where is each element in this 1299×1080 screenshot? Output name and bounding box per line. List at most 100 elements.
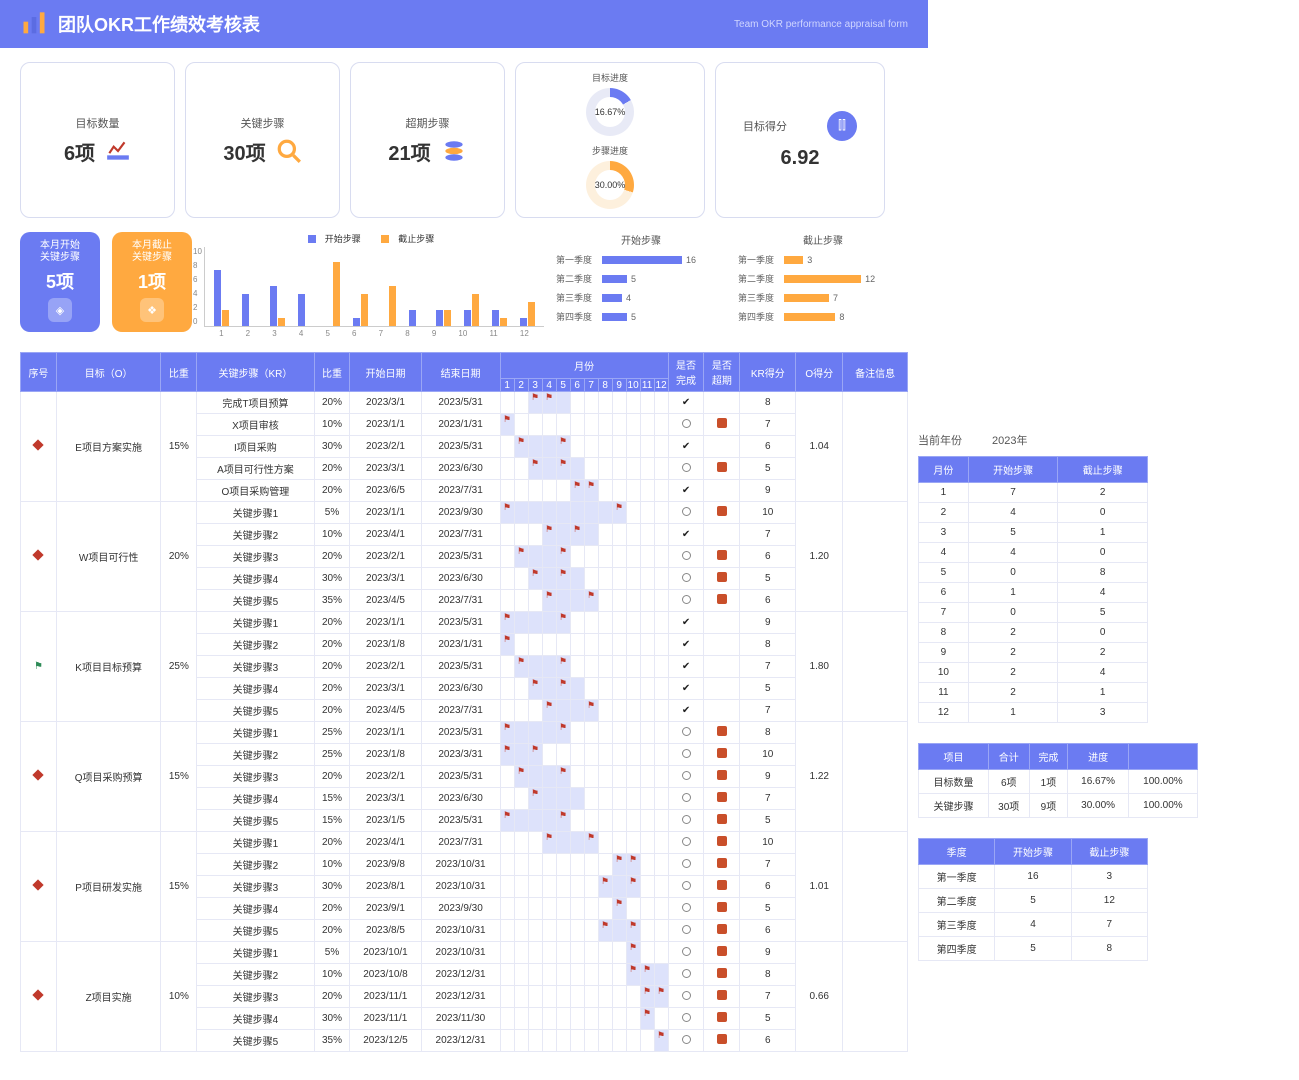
gantt-cell	[584, 854, 598, 876]
kr-name: 关键步骤2	[197, 744, 314, 766]
kr-weight: 30%	[314, 876, 350, 898]
kr-name: 关键步骤4	[197, 568, 314, 590]
donut-label: 步骤进度	[592, 144, 628, 157]
kr-done[interactable]	[668, 854, 704, 876]
kr-done[interactable]: ✔	[668, 700, 704, 722]
kr-done[interactable]	[668, 722, 704, 744]
gantt-cell: ⚑	[570, 524, 584, 546]
gantt-cell	[654, 634, 668, 656]
kr-done[interactable]	[668, 1008, 704, 1030]
kr-done[interactable]: ✔	[668, 392, 704, 414]
gantt-cell	[584, 986, 598, 1008]
kr-done[interactable]	[668, 986, 704, 1008]
gantt-cell	[654, 458, 668, 480]
kr-done[interactable]	[668, 810, 704, 832]
gantt-cell: ⚑	[612, 502, 626, 524]
gantt-cell	[570, 722, 584, 744]
gantt-cell: ⚑	[542, 524, 556, 546]
kr-done[interactable]	[668, 942, 704, 964]
obj-marker	[21, 502, 57, 612]
kr-score: 6	[740, 920, 796, 942]
gantt-cell: ⚑	[514, 546, 528, 568]
kr-done[interactable]	[668, 964, 704, 986]
gantt-cell	[640, 656, 654, 678]
kr-done[interactable]: ✔	[668, 656, 704, 678]
kr-weight: 15%	[314, 788, 350, 810]
kr-done[interactable]: ✔	[668, 524, 704, 546]
gantt-cell	[542, 656, 556, 678]
gantt-cell	[528, 524, 542, 546]
gantt-cell	[500, 898, 514, 920]
kr-done[interactable]	[668, 568, 704, 590]
kr-done[interactable]	[668, 414, 704, 436]
gantt-cell	[542, 854, 556, 876]
kr-done[interactable]: ✔	[668, 436, 704, 458]
gantt-cell	[528, 656, 542, 678]
kr-done[interactable]: ✔	[668, 612, 704, 634]
kr-done[interactable]: ✔	[668, 480, 704, 502]
kr-overdue	[704, 766, 740, 788]
gantt-cell	[612, 458, 626, 480]
kr-score: 9	[740, 766, 796, 788]
kr-overdue	[704, 898, 740, 920]
gantt-cell	[584, 502, 598, 524]
gantt-cell: ⚑	[514, 436, 528, 458]
gantt-cell	[542, 1008, 556, 1030]
kr-start: 2023/3/1	[350, 678, 421, 700]
gantt-cell	[584, 524, 598, 546]
kr-overdue	[704, 612, 740, 634]
kr-done[interactable]: ✔	[668, 634, 704, 656]
gantt-cell	[570, 788, 584, 810]
gantt-cell	[570, 964, 584, 986]
gantt-cell: ⚑	[542, 590, 556, 612]
kr-done[interactable]	[668, 546, 704, 568]
kr-end: 2023/12/31	[421, 1030, 500, 1052]
kr-start: 2023/11/1	[350, 1008, 421, 1030]
kr-score: 9	[740, 942, 796, 964]
mini-value: 1项	[138, 268, 166, 294]
obj-weight: 15%	[161, 392, 197, 502]
gantt-cell	[514, 744, 528, 766]
gantt-cell: ⚑	[570, 480, 584, 502]
kr-weight: 10%	[314, 414, 350, 436]
kr-done[interactable]	[668, 876, 704, 898]
th-kr: 关键步骤（KR）	[197, 353, 314, 392]
kr-done[interactable]	[668, 502, 704, 524]
kr-done[interactable]	[668, 788, 704, 810]
kr-done[interactable]	[668, 898, 704, 920]
gantt-cell	[584, 546, 598, 568]
kr-overdue	[704, 634, 740, 656]
kr-done[interactable]: ✔	[668, 678, 704, 700]
gantt-cell	[640, 942, 654, 964]
gantt-cell	[556, 964, 570, 986]
kr-done[interactable]	[668, 744, 704, 766]
gantt-cell	[514, 1008, 528, 1030]
kr-overdue	[704, 810, 740, 832]
kr-name: A项目可行性方案	[197, 458, 314, 480]
gantt-cell	[542, 436, 556, 458]
kr-weight: 35%	[314, 590, 350, 612]
gantt-cell	[500, 678, 514, 700]
kr-done[interactable]	[668, 832, 704, 854]
gantt-cell	[598, 832, 612, 854]
kr-done[interactable]	[668, 920, 704, 942]
gantt-cell: ⚑	[500, 810, 514, 832]
year-row: 当前年份 2023年	[918, 432, 1178, 448]
gantt-cell	[584, 722, 598, 744]
kr-done[interactable]	[668, 458, 704, 480]
gantt-cell	[654, 546, 668, 568]
kr-done[interactable]	[668, 1030, 704, 1052]
kr-done[interactable]	[668, 590, 704, 612]
gantt-cell	[612, 964, 626, 986]
kr-end: 2023/7/31	[421, 590, 500, 612]
th-notes: 备注信息	[843, 353, 908, 392]
gantt-cell	[612, 634, 626, 656]
gantt-cell	[542, 480, 556, 502]
kr-end: 2023/10/31	[421, 920, 500, 942]
kr-done[interactable]	[668, 766, 704, 788]
kr-overdue	[704, 964, 740, 986]
year-label: 当前年份	[918, 432, 962, 448]
legend-a: 开始步骤	[325, 232, 361, 245]
kr-start: 2023/8/5	[350, 920, 421, 942]
kr-start: 2023/1/1	[350, 414, 421, 436]
